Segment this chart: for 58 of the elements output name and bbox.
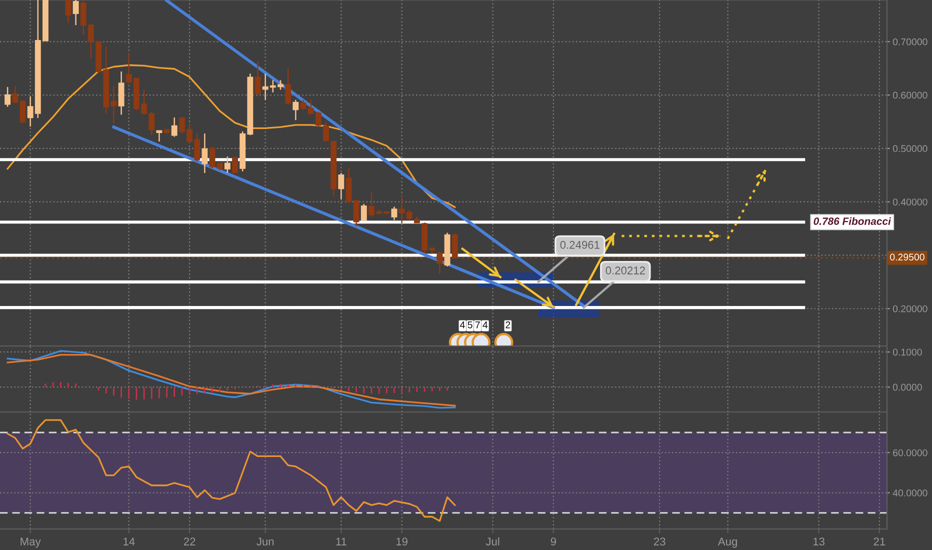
x-tick-label: Jun [256, 538, 274, 546]
x-tick-label: 14 [124, 538, 135, 546]
candlestick [202, 132, 208, 174]
annotation: 5 [468, 322, 472, 328]
y-tick-label: 0.70000 [892, 38, 928, 46]
candlestick [285, 68, 292, 106]
x-tick-label: Aug [718, 538, 737, 548]
candlestick [209, 146, 216, 169]
x-tick-label: 19 [396, 538, 408, 546]
line-series [6, 64, 456, 208]
candlestick [20, 99, 26, 124]
candlestick [224, 156, 230, 174]
candlestick [323, 121, 329, 142]
y-tick-label: 0.0000 [892, 384, 922, 391]
y-tick-label: 0.20000 [892, 305, 928, 312]
candlestick [156, 130, 162, 142]
candlestick [171, 116, 178, 138]
y-tick-label: 60.0000 [893, 449, 928, 456]
x-tick-label: 9 [550, 538, 556, 546]
candlestick [391, 206, 398, 221]
x-tick-label: 13 [813, 538, 824, 546]
candlestick [360, 203, 367, 222]
annotation: 2 [506, 321, 510, 328]
candlestick [65, 0, 72, 24]
candlestick [232, 156, 238, 174]
candlestick [338, 172, 344, 200]
candlestick [330, 140, 337, 198]
annotation: 0.786 Fibonacci [814, 217, 892, 225]
candlestick [444, 232, 450, 268]
candlestick [4, 86, 11, 108]
annotation: 0.20212 [606, 266, 645, 274]
candlestick [118, 70, 124, 116]
x-tick-label: 11 [336, 538, 346, 546]
candlestick [292, 99, 299, 121]
annotation: 4 [460, 322, 465, 328]
x-tick-label: 23 [654, 538, 666, 546]
y-tick-label: 0.40000 [892, 198, 928, 206]
y-tick-label: 0.1000 [892, 348, 922, 356]
annotation: 0.24961 [560, 240, 600, 249]
y-tick-label: 0.60000 [892, 92, 928, 99]
y-tick-label: 40.0000 [892, 490, 928, 496]
x-tick-label: Jul [486, 537, 500, 546]
x-tick-label: 21 [874, 538, 886, 546]
candlestick [346, 168, 352, 204]
annotation: 7 [475, 322, 480, 328]
x-tick-label: May [20, 538, 41, 548]
ref-line-label: 0.29500 [890, 254, 924, 261]
y-tick-label: 0.50000 [892, 145, 928, 152]
candlestick [216, 162, 223, 171]
annotation: 4 [482, 322, 488, 328]
candlestick [254, 60, 261, 98]
candlestick [300, 99, 306, 111]
candlestick [353, 199, 360, 228]
candlestick [12, 85, 18, 104]
candlestick [164, 129, 170, 134]
candlestick [72, 0, 79, 26]
line-series [6, 419, 456, 522]
x-tick-label: 22 [184, 538, 196, 546]
